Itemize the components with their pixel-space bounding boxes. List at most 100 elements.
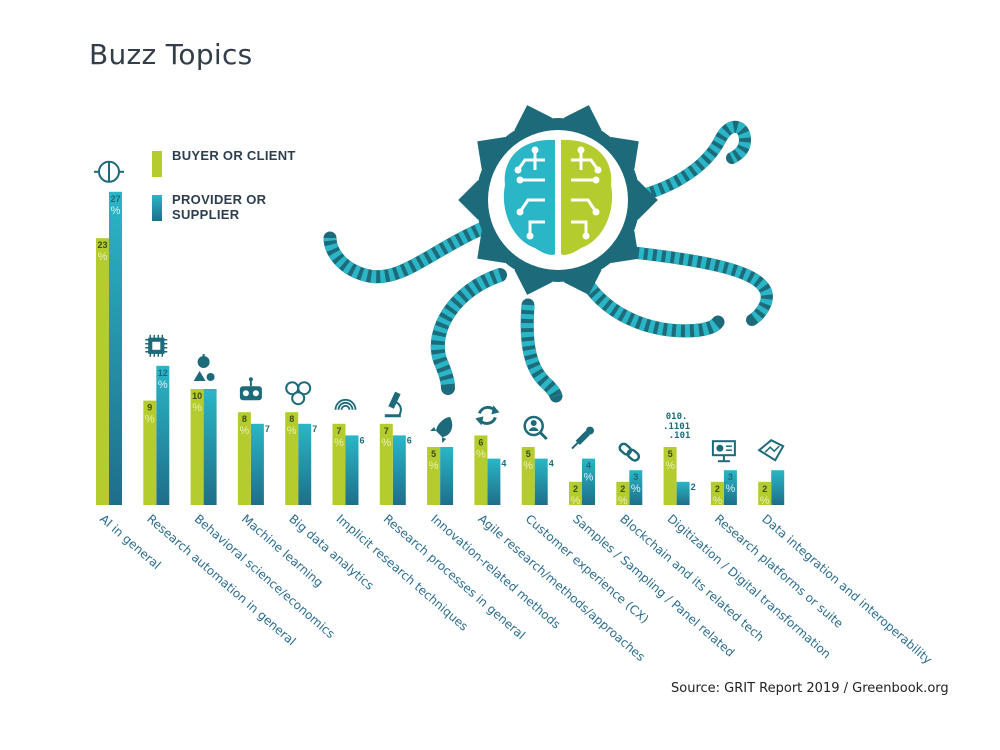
brain-circuit-icon <box>94 160 124 183</box>
bar-provider <box>156 365 170 505</box>
brain-circuit-line <box>518 198 545 213</box>
presentation-board-icon <box>711 440 736 463</box>
source-caption: Source: GRIT Report 2019 / Greenbook.org <box>671 681 949 696</box>
brain-circuit-node <box>582 232 590 240</box>
bar-provider <box>440 447 454 505</box>
value-label-buyer: 5 <box>526 449 531 459</box>
value-label-provider: 12 <box>158 368 168 378</box>
fingerprint-icon <box>334 398 357 410</box>
svg-text:.1101: .1101 <box>663 422 690 432</box>
bar-provider <box>392 435 406 505</box>
value-label-buyer: 2 <box>762 484 767 494</box>
brain-circuit-node <box>514 166 522 174</box>
value-label-buyer: 7 <box>336 426 341 436</box>
chart-title: Buzz Topics <box>89 38 253 71</box>
bar-provider <box>345 435 359 505</box>
bar-provider <box>109 191 122 506</box>
brain-circuit-node <box>577 146 585 154</box>
bar-group: 2%4% <box>569 458 595 507</box>
bar-provider <box>298 423 312 505</box>
tentacle-stripes-3 <box>520 304 563 399</box>
value-label-buyer: 10 <box>192 391 202 401</box>
microscope-icon <box>384 391 402 418</box>
value-label-buyer: 8 <box>289 414 294 424</box>
bar-group: 8% 7 <box>237 412 270 505</box>
bar-group: 7% 6 <box>332 423 365 505</box>
bar-provider <box>203 389 217 505</box>
tentacle-stripes-1 <box>323 219 493 284</box>
legend-label-provider: PROVIDER OR SUPPLIER <box>172 192 267 222</box>
brain-circuit-node <box>592 176 600 184</box>
network-icon <box>285 381 312 406</box>
rocket-icon <box>430 417 453 443</box>
percent-sign-provider: % <box>726 483 736 495</box>
value-label-buyer: 23 <box>97 240 107 250</box>
value-label-provider: 4 <box>501 459 506 469</box>
percent-sign-buyer: % <box>98 251 108 263</box>
bar-buyer <box>237 412 251 505</box>
brain-circuit-node <box>516 208 524 216</box>
bar-group: 10% <box>190 389 217 505</box>
brain-circuit-line <box>516 158 545 171</box>
refresh-icon <box>475 405 500 426</box>
bar-provider <box>250 423 264 505</box>
brain-circuit-node <box>594 166 602 174</box>
value-label-provider: 6 <box>360 435 365 445</box>
brain-circuit-line <box>571 158 600 171</box>
percent-sign-buyer: % <box>334 437 344 449</box>
percent-sign-buyer: % <box>713 495 723 507</box>
legend-swatch-provider <box>152 195 162 221</box>
bar-group: 5% 4 <box>521 447 554 505</box>
bar-group: 5% <box>427 447 454 505</box>
value-label-provider: 4 <box>549 459 554 469</box>
bar-provider <box>629 470 643 505</box>
percent-sign-provider: % <box>158 379 168 391</box>
bar-buyer <box>190 389 204 505</box>
bar-group: 5% 2 <box>663 447 696 505</box>
apple-shapes-icon <box>193 354 215 381</box>
bar-buyer <box>663 447 677 505</box>
percent-sign-buyer: % <box>665 460 675 472</box>
value-label-provider: 7 <box>265 424 270 434</box>
category-label: Data integration and interoperability <box>759 512 934 667</box>
value-label-buyer: 2 <box>715 484 720 494</box>
binary-code-icon: 010..1101.101 <box>663 412 690 441</box>
percent-sign-provider: % <box>584 472 594 484</box>
dropper-icon <box>571 426 594 450</box>
percent-sign-buyer: % <box>429 460 439 472</box>
percent-sign-provider: % <box>631 483 641 495</box>
bar-provider <box>487 458 501 505</box>
brain-octopus-illustration <box>323 105 773 403</box>
value-label-provider: 3 <box>728 472 733 482</box>
category-label: Big data analytics <box>286 512 376 593</box>
value-label-buyer: 2 <box>620 484 625 494</box>
tentacle-2 <box>430 268 507 395</box>
data-map-icon <box>757 439 785 462</box>
value-label-buyer: 9 <box>147 403 152 413</box>
value-label-provider: 2 <box>691 482 696 492</box>
bar-buyer <box>474 435 488 505</box>
bar-provider <box>771 470 785 505</box>
value-label-provider: 27 <box>110 194 120 204</box>
brain-circuit-line <box>528 220 545 236</box>
value-label-buyer: 8 <box>242 414 247 424</box>
bar-buyer <box>616 481 630 505</box>
bar-buyer <box>285 412 299 505</box>
bar-group: 2%3% <box>616 470 643 507</box>
tentacle-5 <box>606 244 773 326</box>
bar-buyer <box>758 481 772 505</box>
bar-group: 9%12% <box>143 365 170 505</box>
chain-link-icon <box>618 442 641 462</box>
bar-group: 2%3% <box>710 470 737 507</box>
bar-buyer <box>710 481 724 505</box>
bar-provider <box>582 458 595 505</box>
value-label-buyer: 7 <box>384 426 389 436</box>
brain-circuit-line <box>571 198 598 213</box>
bar-group: 6% 4 <box>474 435 506 505</box>
bar-buyer <box>569 481 582 505</box>
bar-group: 7% 6 <box>379 423 412 505</box>
brain-circuit-node <box>531 146 539 154</box>
svg-text:010.: 010. <box>666 412 688 422</box>
value-label-buyer: 2 <box>573 484 578 494</box>
